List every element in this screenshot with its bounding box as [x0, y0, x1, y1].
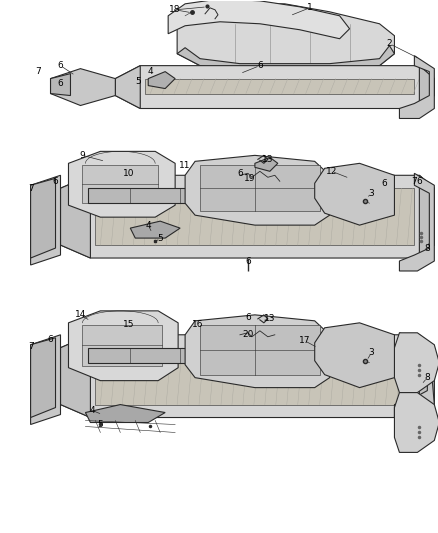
Text: 8: 8 — [424, 373, 429, 382]
Polygon shape — [168, 0, 349, 39]
Text: 16: 16 — [192, 320, 203, 329]
Text: 10: 10 — [122, 169, 134, 178]
Text: 4: 4 — [89, 406, 95, 415]
Text: 12: 12 — [325, 167, 336, 176]
Text: 6: 6 — [57, 79, 63, 88]
Polygon shape — [418, 175, 433, 258]
Polygon shape — [418, 66, 433, 109]
Text: 18: 18 — [169, 5, 180, 14]
Text: 5: 5 — [157, 233, 162, 243]
Polygon shape — [85, 405, 165, 423]
Polygon shape — [148, 71, 175, 88]
Polygon shape — [60, 175, 433, 258]
Polygon shape — [130, 221, 180, 238]
Polygon shape — [177, 46, 394, 71]
Polygon shape — [314, 163, 394, 225]
Polygon shape — [254, 157, 277, 171]
Text: 15: 15 — [122, 320, 134, 329]
Text: 17: 17 — [298, 336, 310, 345]
Text: 11: 11 — [179, 161, 191, 170]
Polygon shape — [399, 55, 433, 118]
Polygon shape — [82, 165, 158, 203]
Polygon shape — [31, 175, 60, 265]
Polygon shape — [95, 348, 413, 405]
Text: 6: 6 — [244, 313, 250, 322]
Polygon shape — [200, 325, 319, 375]
Text: 7: 7 — [410, 177, 416, 186]
Polygon shape — [185, 315, 329, 387]
Text: 4: 4 — [145, 221, 151, 230]
Text: 7: 7 — [28, 184, 33, 193]
Text: 6: 6 — [381, 179, 386, 188]
Text: 19: 19 — [244, 174, 255, 183]
Polygon shape — [95, 188, 413, 245]
Polygon shape — [115, 66, 433, 109]
Text: 5: 5 — [97, 420, 103, 429]
Polygon shape — [50, 74, 71, 95]
Polygon shape — [394, 333, 438, 393]
Polygon shape — [115, 66, 140, 109]
Text: 14: 14 — [74, 310, 86, 319]
Text: 13: 13 — [264, 314, 275, 324]
Text: 6: 6 — [53, 177, 58, 186]
Polygon shape — [200, 165, 319, 211]
Polygon shape — [82, 325, 162, 366]
Text: 13: 13 — [261, 155, 273, 164]
Polygon shape — [68, 151, 175, 217]
Text: 4: 4 — [147, 67, 153, 76]
Text: 9: 9 — [79, 151, 85, 160]
Polygon shape — [177, 4, 394, 74]
Text: 6: 6 — [256, 61, 262, 70]
Text: 6: 6 — [237, 169, 242, 178]
Polygon shape — [399, 173, 433, 271]
Polygon shape — [68, 311, 178, 381]
Text: 1: 1 — [306, 3, 312, 12]
Text: 6: 6 — [57, 61, 63, 70]
Polygon shape — [60, 335, 90, 417]
Polygon shape — [50, 69, 115, 106]
Polygon shape — [88, 188, 339, 203]
Text: 2: 2 — [386, 39, 392, 48]
Polygon shape — [394, 333, 433, 417]
Polygon shape — [31, 178, 55, 258]
Polygon shape — [31, 338, 55, 417]
Text: 6: 6 — [48, 335, 53, 344]
Text: 8: 8 — [424, 244, 429, 253]
Polygon shape — [60, 335, 433, 417]
Text: 3: 3 — [368, 189, 374, 198]
Text: 7: 7 — [35, 67, 41, 76]
Polygon shape — [314, 323, 394, 387]
Text: 7: 7 — [28, 342, 33, 351]
Text: 20: 20 — [242, 330, 253, 340]
Polygon shape — [418, 335, 433, 417]
Polygon shape — [185, 155, 329, 225]
Text: 5: 5 — [135, 77, 141, 86]
Polygon shape — [31, 335, 60, 424]
Polygon shape — [394, 393, 438, 453]
Text: 6: 6 — [244, 256, 250, 265]
Polygon shape — [145, 78, 413, 94]
Polygon shape — [88, 348, 339, 362]
Text: 6: 6 — [416, 177, 421, 186]
Polygon shape — [60, 175, 90, 258]
Text: 3: 3 — [368, 348, 374, 357]
